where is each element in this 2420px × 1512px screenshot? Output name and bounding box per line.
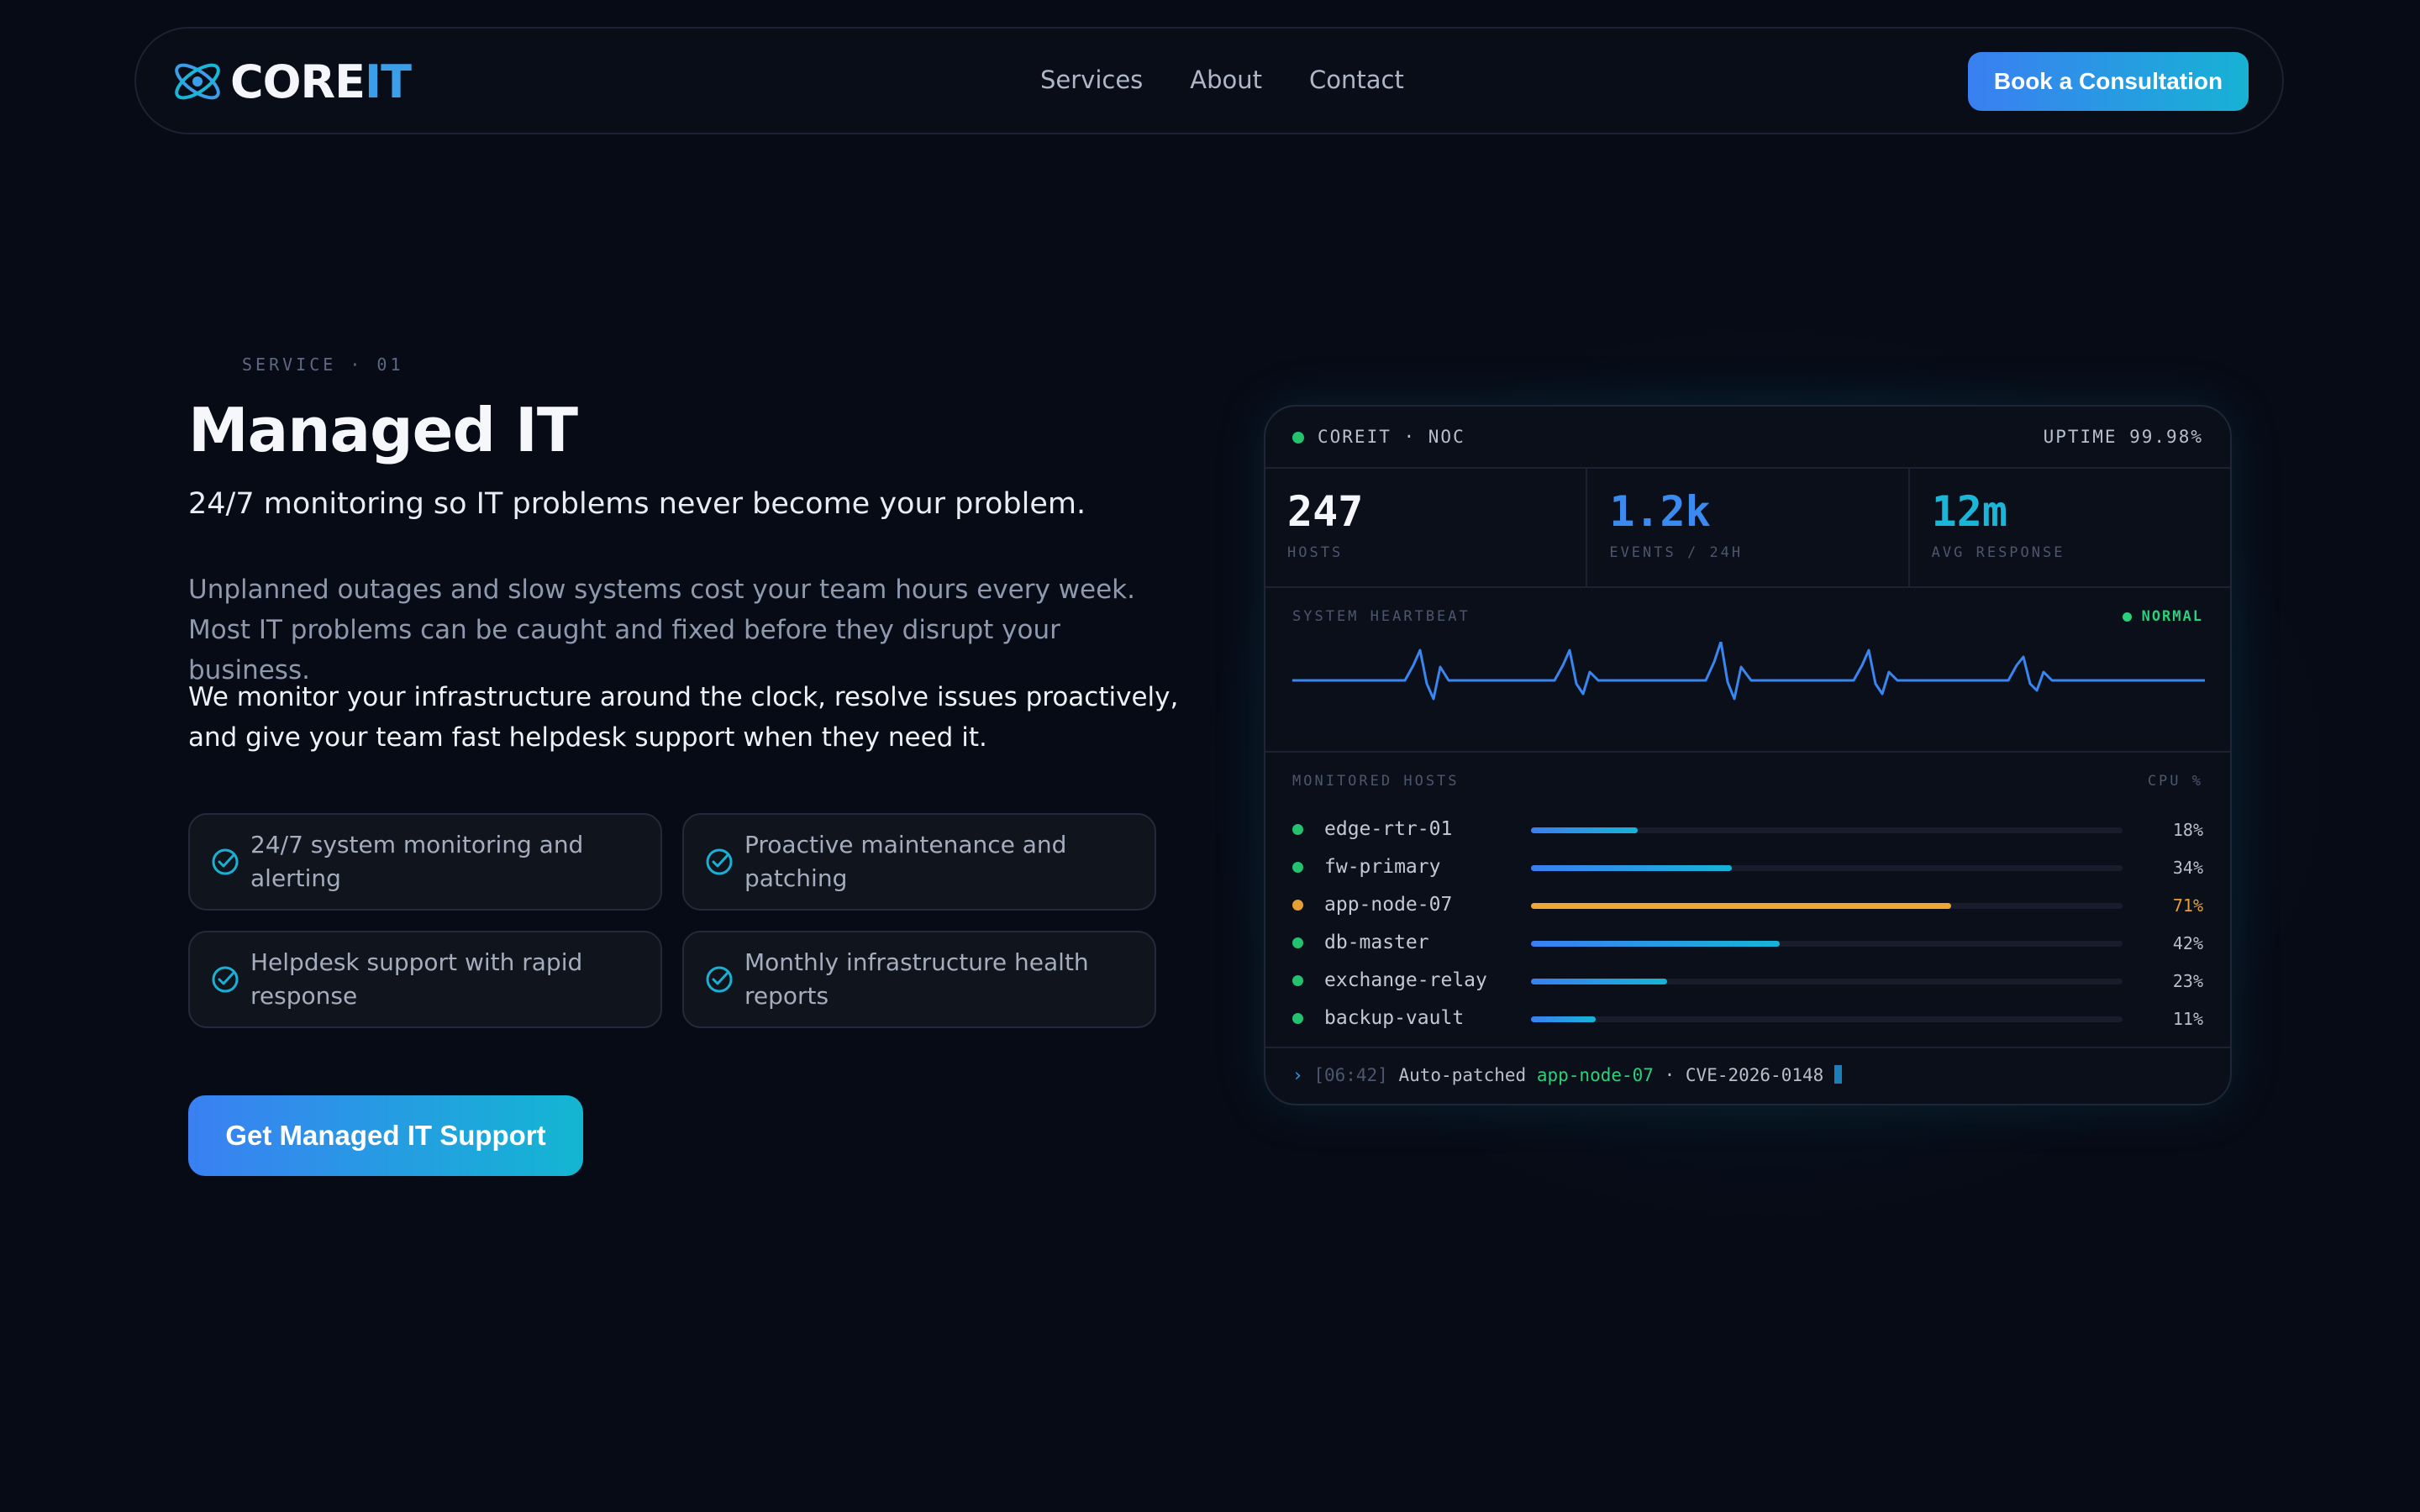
host-name: edge-rtr-01: [1324, 818, 1453, 840]
get-managed-it-support-button[interactable]: Get Managed IT Support: [188, 1095, 583, 1176]
log-cve: CVE-2026-0148: [1685, 1065, 1824, 1085]
stat-hosts: 247 HOSTS: [1265, 467, 1588, 586]
host-row: app-node-07 71%: [1265, 889, 2230, 922]
status-dot: [2122, 612, 2132, 622]
host-status-dot: [1292, 900, 1303, 911]
terminal-cursor: [1833, 1065, 1842, 1084]
cpu-bar-track: [1531, 941, 2123, 947]
cpu-bar-fill: [1531, 1016, 1597, 1022]
section-eyebrow: SERVICE · 01: [242, 354, 404, 375]
host-row: db-master 42%: [1265, 927, 2230, 960]
cpu-bar-track: [1531, 827, 2123, 833]
nav-link-contact[interactable]: Contact: [1309, 66, 1404, 94]
cpu-bar-track: [1531, 865, 2123, 871]
host-status-dot: [1292, 1013, 1303, 1024]
cpu-percent: 23%: [2172, 971, 2203, 991]
uptime-readout: UPTIME 99.98%: [2043, 427, 2203, 447]
cpu-percent: 42%: [2172, 933, 2203, 953]
stat-label: HOSTS: [1287, 544, 1344, 561]
hero-paragraph-solution: We monitor your infrastructure around th…: [188, 682, 1179, 753]
host-name: fw-primary: [1324, 856, 1441, 878]
host-row: edge-rtr-01 18%: [1265, 813, 2230, 847]
log-line: › [06:42] Auto-patched app-node-07 · CVE…: [1292, 1065, 1842, 1085]
cpu-bar-track: [1531, 1016, 2123, 1022]
feature-card-helpdesk: Helpdesk support with rapid response: [188, 931, 662, 1028]
brand-name: COREIT: [230, 55, 412, 108]
stat-response: 12m AVG RESPONSE: [1910, 467, 2230, 586]
hosts-label: MONITORED HOSTS: [1292, 773, 1460, 790]
feature-text: Proactive maintenance and patching: [744, 831, 1067, 892]
panel-title: COREIT · NOC: [1318, 427, 1465, 447]
heartbeat-status-text: NORMAL: [2141, 608, 2203, 625]
nav-links: Services About Contact: [1040, 66, 1404, 94]
stat-label: EVENTS / 24H: [1609, 544, 1744, 561]
log-separator: ·: [1664, 1065, 1676, 1085]
feature-card-monitoring: 24/7 system monitoring and alerting: [188, 813, 662, 911]
stats-row: 247 HOSTS 1.2k EVENTS / 24H 12m AVG RESP…: [1265, 467, 2230, 588]
page-title: Managed IT: [188, 395, 578, 465]
brand-primary: CORE: [230, 55, 366, 108]
host-row: fw-primary 34%: [1265, 851, 2230, 885]
host-row: backup-vault 11%: [1265, 1002, 2230, 1036]
navbar: COREIT Services About Contact Book a Con…: [134, 27, 2284, 134]
stat-value: 247: [1287, 487, 1364, 536]
panel-header: COREIT · NOC UPTIME 99.98%: [1265, 407, 2230, 469]
log-time: [06:42]: [1313, 1065, 1388, 1085]
cpu-percent: 18%: [2172, 820, 2203, 840]
heartbeat-section: SYSTEM HEARTBEAT NORMAL: [1265, 586, 2230, 753]
cpu-bar-fill: [1531, 979, 1667, 984]
atom-logo-icon: [175, 63, 220, 100]
check-circle-icon: [706, 848, 733, 875]
host-name: exchange-relay: [1324, 969, 1487, 991]
cpu-bar-fill: [1531, 903, 1951, 909]
book-consultation-button[interactable]: Book a Consultation: [1968, 52, 2249, 111]
cpu-percent: 34%: [2172, 858, 2203, 878]
check-circle-icon: [212, 848, 239, 875]
cpu-bar-fill: [1531, 827, 1638, 833]
stat-label: AVG RESPONSE: [1931, 544, 2065, 561]
nav-link-services[interactable]: Services: [1040, 66, 1144, 94]
host-name: app-node-07: [1324, 894, 1453, 916]
activity-log: › [06:42] Auto-patched app-node-07 · CVE…: [1265, 1047, 2230, 1104]
heartbeat-label: SYSTEM HEARTBEAT: [1292, 608, 1470, 625]
heartbeat-status: NORMAL: [2122, 608, 2203, 625]
feature-card-maintenance: Proactive maintenance and patching: [682, 813, 1156, 911]
stat-value: 12m: [1931, 487, 2007, 536]
heartbeat-sparkline: [1292, 642, 2205, 701]
host-name: backup-vault: [1324, 1007, 1465, 1029]
host-status-dot: [1292, 937, 1303, 948]
brand-logo[interactable]: COREIT: [170, 54, 412, 109]
cpu-bar-track: [1531, 903, 2123, 909]
cpu-bar-track: [1531, 979, 2123, 984]
stat-value: 1.2k: [1609, 487, 1711, 536]
monitored-hosts-section: MONITORED HOSTS CPU % edge-rtr-01 18% fw-p…: [1265, 751, 2230, 1048]
hero-tagline: 24/7 monitoring so IT problems never bec…: [188, 487, 1086, 521]
status-dot: [1292, 432, 1304, 444]
check-circle-icon: [212, 966, 239, 993]
cpu-percent: 71%: [2172, 895, 2203, 916]
host-row: exchange-relay 23%: [1265, 964, 2230, 998]
cpu-bar-fill: [1531, 865, 1733, 871]
cpu-percent: 11%: [2172, 1009, 2203, 1029]
noc-dashboard-panel: COREIT · NOC UPTIME 99.98% 247 HOSTS 1.2…: [1264, 405, 2232, 1105]
check-circle-icon: [706, 966, 733, 993]
cpu-label: CPU %: [2147, 773, 2203, 790]
host-name: db-master: [1324, 932, 1429, 953]
log-host: app-node-07: [1536, 1065, 1654, 1085]
cpu-bar-fill: [1531, 941, 1780, 947]
host-status-dot: [1292, 862, 1303, 873]
log-message: Auto-patched: [1398, 1065, 1527, 1085]
feature-card-reports: Monthly infrastructure health reports: [682, 931, 1156, 1028]
log-prompt: ›: [1292, 1065, 1303, 1085]
nav-link-about[interactable]: About: [1190, 66, 1263, 94]
feature-text: Helpdesk support with rapid response: [250, 948, 583, 1010]
host-status-dot: [1292, 824, 1303, 835]
hero-paragraph-problem: Unplanned outages and slow systems cost …: [188, 575, 1135, 685]
feature-text: 24/7 system monitoring and alerting: [250, 831, 584, 892]
stat-events: 1.2k EVENTS / 24H: [1587, 467, 1910, 586]
host-status-dot: [1292, 975, 1303, 986]
brand-accent: IT: [365, 55, 412, 108]
feature-text: Monthly infrastructure health reports: [744, 948, 1089, 1010]
